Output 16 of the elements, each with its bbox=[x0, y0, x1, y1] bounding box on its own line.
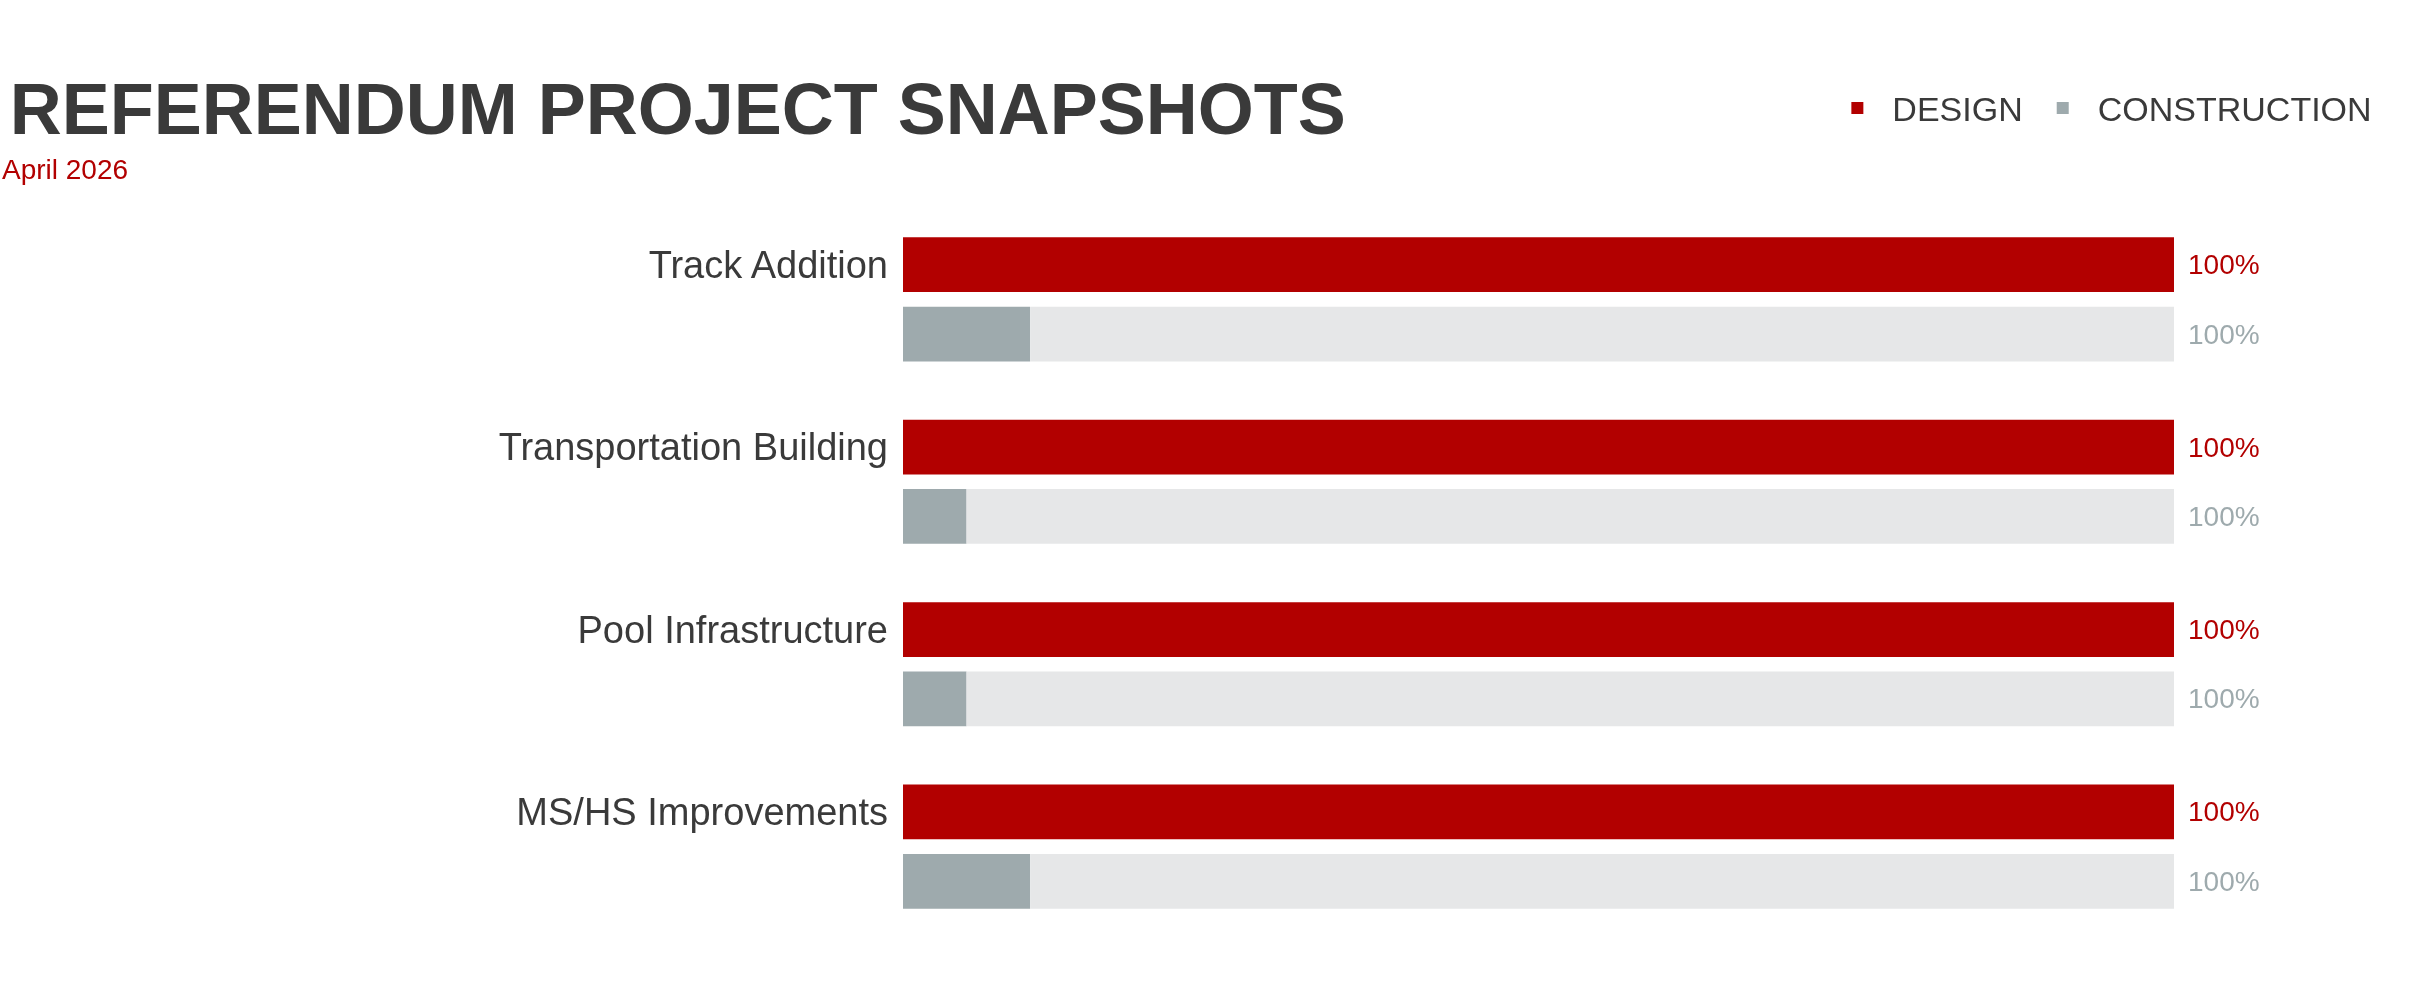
total-label: 100% bbox=[2188, 614, 2260, 645]
y-tick-label: MS/HS Improvements bbox=[516, 791, 888, 834]
y-tick-label: Pool Infrastructure bbox=[577, 608, 888, 651]
y-tick-label: Transportation Building bbox=[498, 426, 888, 469]
legend-label: DESIGN bbox=[1892, 90, 2023, 129]
y-tick-label: Track Addition bbox=[648, 244, 888, 287]
total-label: 100% bbox=[2188, 866, 2260, 897]
legend-label: CONSTRUCTION bbox=[2097, 90, 2372, 129]
total-label: 100% bbox=[2188, 796, 2260, 827]
total-label: 100% bbox=[2188, 249, 2260, 280]
text: April 2026 bbox=[2, 154, 129, 185]
total-label: 100% bbox=[2188, 501, 2260, 532]
total-label: 100% bbox=[2188, 432, 2260, 463]
chart-title: REFERENDUM PROJECT SNAPSHOTS bbox=[9, 69, 1346, 150]
total-label: 100% bbox=[2188, 319, 2260, 350]
total-label: 100% bbox=[2188, 683, 2260, 714]
